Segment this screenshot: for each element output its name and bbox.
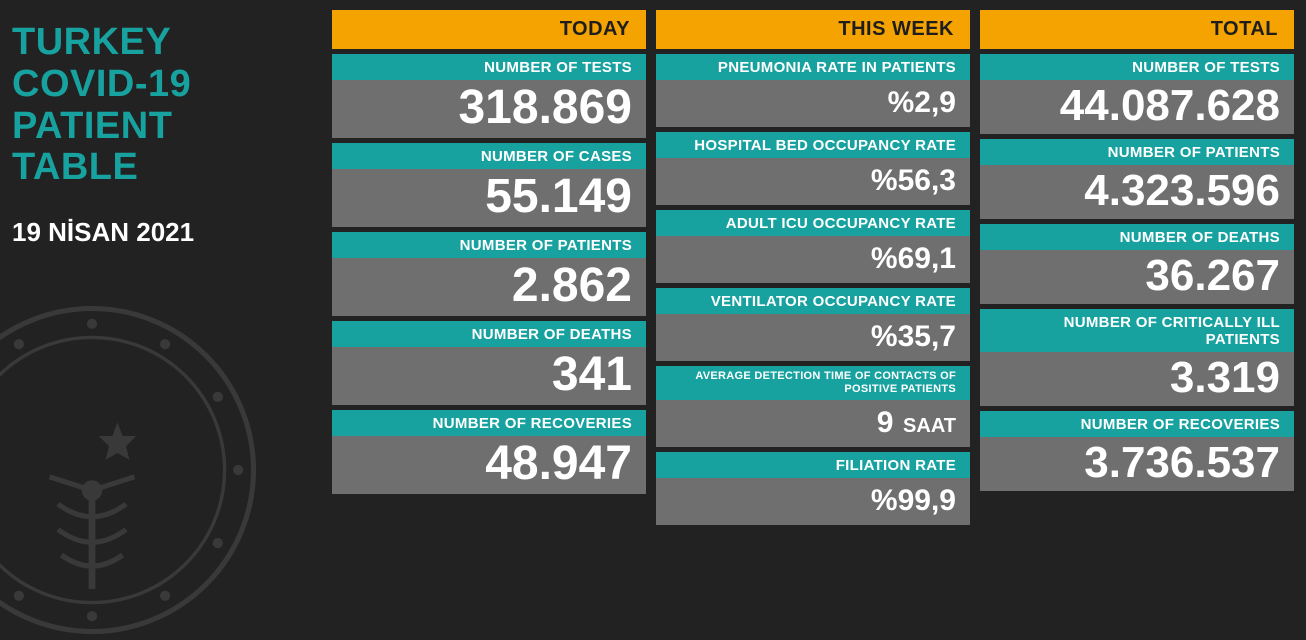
stat-card: HOSPITAL BED OCCUPANCY RATE%56,3 — [656, 132, 970, 205]
stat-card: FILIATION RATE%99,9 — [656, 452, 970, 525]
stat-value: %99,9 — [656, 478, 970, 525]
report-date: 19 NİSAN 2021 — [12, 217, 322, 248]
stat-card: NUMBER OF TESTS44.087.628 — [980, 54, 1294, 134]
stat-card: NUMBER OF DEATHS341 — [332, 321, 646, 405]
stat-value: 44.087.628 — [980, 80, 1294, 134]
stat-label: PNEUMONIA RATE IN PATIENTS — [656, 54, 970, 80]
stat-unit: SAAT — [897, 415, 956, 437]
stat-value: %56,3 — [656, 158, 970, 205]
page-title: TURKEY COVID-19 PATIENT TABLE — [12, 22, 322, 189]
stat-value: 2.862 — [332, 258, 646, 316]
title-line: COVID-19 — [12, 64, 322, 106]
stat-value: 4.323.596 — [980, 165, 1294, 219]
total-column: TOTAL NUMBER OF TESTS44.087.628NUMBER OF… — [980, 10, 1294, 525]
stat-value: 318.869 — [332, 80, 646, 138]
stat-value: 55.149 — [332, 169, 646, 227]
column-header-today: TODAY — [332, 10, 646, 49]
stat-label: NUMBER OF TESTS — [980, 54, 1294, 80]
title-line: TABLE — [12, 147, 322, 189]
column-header-week: THIS WEEK — [656, 10, 970, 49]
stat-card: NUMBER OF RECOVERIES48.947 — [332, 410, 646, 494]
stat-label: NUMBER OF RECOVERIES — [980, 411, 1294, 437]
column-header-total: TOTAL — [980, 10, 1294, 49]
stat-value: 341 — [332, 347, 646, 405]
stat-label: NUMBER OF DEATHS — [980, 224, 1294, 250]
stat-label: HOSPITAL BED OCCUPANCY RATE — [656, 132, 970, 158]
stat-card: ADULT ICU OCCUPANCY RATE%69,1 — [656, 210, 970, 283]
title-line: TURKEY — [12, 22, 322, 64]
stat-value: 36.267 — [980, 250, 1294, 304]
stat-label: NUMBER OF CRITICALLY ILL PATIENTS — [980, 309, 1294, 352]
stat-label: NUMBER OF CASES — [332, 143, 646, 169]
stat-value: 3.319 — [980, 352, 1294, 406]
stat-value: %2,9 — [656, 80, 970, 127]
stat-card: NUMBER OF PATIENTS2.862 — [332, 232, 646, 316]
stat-label: NUMBER OF PATIENTS — [980, 139, 1294, 165]
stat-card: AVERAGE DETECTION TIME OF CONTACTS OF PO… — [656, 366, 970, 447]
stat-card: NUMBER OF DEATHS36.267 — [980, 224, 1294, 304]
stat-card: NUMBER OF PATIENTS4.323.596 — [980, 139, 1294, 219]
stat-card: NUMBER OF CASES55.149 — [332, 143, 646, 227]
week-column: THIS WEEK PNEUMONIA RATE IN PATIENTS%2,9… — [656, 10, 970, 525]
ministry-seal-icon — [0, 300, 262, 640]
stat-card: PNEUMONIA RATE IN PATIENTS%2,9 — [656, 54, 970, 127]
stat-card: NUMBER OF CRITICALLY ILL PATIENTS3.319 — [980, 309, 1294, 406]
stat-label: NUMBER OF RECOVERIES — [332, 410, 646, 436]
stat-label: AVERAGE DETECTION TIME OF CONTACTS OF PO… — [656, 366, 970, 400]
stat-card: NUMBER OF TESTS318.869 — [332, 54, 646, 138]
today-column: TODAY NUMBER OF TESTS318.869NUMBER OF CA… — [332, 10, 646, 525]
stat-value: 9 SAAT — [656, 400, 970, 447]
stat-label: FILIATION RATE — [656, 452, 970, 478]
title-line: PATIENT — [12, 106, 322, 148]
stat-card: VENTILATOR OCCUPANCY RATE%35,7 — [656, 288, 970, 361]
stat-value: %69,1 — [656, 236, 970, 283]
stat-label: NUMBER OF PATIENTS — [332, 232, 646, 258]
stat-value: 48.947 — [332, 436, 646, 494]
stat-label: NUMBER OF TESTS — [332, 54, 646, 80]
stat-value: 3.736.537 — [980, 437, 1294, 491]
stat-value: %35,7 — [656, 314, 970, 361]
stat-label: VENTILATOR OCCUPANCY RATE — [656, 288, 970, 314]
stat-label: NUMBER OF DEATHS — [332, 321, 646, 347]
stat-label: ADULT ICU OCCUPANCY RATE — [656, 210, 970, 236]
stat-card: NUMBER OF RECOVERIES3.736.537 — [980, 411, 1294, 491]
